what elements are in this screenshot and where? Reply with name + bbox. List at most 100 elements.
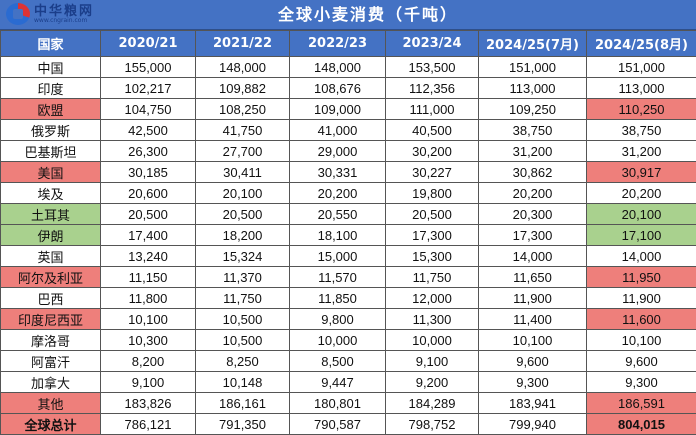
value-cell: 148,000 [196, 57, 290, 78]
header-row: 国家 2020/21 2021/22 2022/23 2023/24 2024/… [1, 31, 696, 57]
value-cell: 9,447 [290, 372, 386, 393]
value-cell: 186,161 [196, 393, 290, 414]
value-cell: 11,900 [587, 288, 696, 309]
value-cell: 20,100 [587, 204, 696, 225]
value-cell: 11,900 [479, 288, 587, 309]
value-cell: 10,000 [386, 330, 479, 351]
country-cell: 阿尔及利亚 [1, 267, 101, 288]
value-cell: 9,600 [587, 351, 696, 372]
country-cell: 美国 [1, 162, 101, 183]
value-cell: 30,331 [290, 162, 386, 183]
header-2020-21: 2020/21 [101, 31, 196, 57]
value-cell: 30,185 [101, 162, 196, 183]
value-cell: 11,950 [587, 267, 696, 288]
value-cell: 113,000 [587, 78, 696, 99]
value-cell: 104,750 [101, 99, 196, 120]
value-cell: 102,217 [101, 78, 196, 99]
value-cell: 10,300 [101, 330, 196, 351]
country-cell: 阿富汗 [1, 351, 101, 372]
value-cell: 11,370 [196, 267, 290, 288]
value-cell: 15,324 [196, 246, 290, 267]
value-cell: 10,500 [196, 309, 290, 330]
value-cell: 11,150 [101, 267, 196, 288]
value-cell: 11,650 [479, 267, 587, 288]
header-country: 国家 [1, 31, 101, 57]
country-cell: 英国 [1, 246, 101, 267]
country-cell: 土耳其 [1, 204, 101, 225]
country-cell: 巴西 [1, 288, 101, 309]
value-cell: 9,300 [587, 372, 696, 393]
value-cell: 15,000 [290, 246, 386, 267]
country-cell: 埃及 [1, 183, 101, 204]
value-cell: 31,200 [587, 141, 696, 162]
value-cell: 20,500 [386, 204, 479, 225]
value-cell: 10,100 [101, 309, 196, 330]
value-cell: 31,200 [479, 141, 587, 162]
value-cell: 153,500 [386, 57, 479, 78]
value-cell: 30,862 [479, 162, 587, 183]
country-cell: 伊朗 [1, 225, 101, 246]
value-cell: 109,882 [196, 78, 290, 99]
value-cell: 11,400 [479, 309, 587, 330]
country-cell: 巴基斯坦 [1, 141, 101, 162]
value-cell: 110,250 [587, 99, 696, 120]
country-cell: 其他 [1, 393, 101, 414]
header-2021-22: 2021/22 [196, 31, 290, 57]
header-2024-25-jul: 2024/25(7月) [479, 31, 587, 57]
value-cell: 17,300 [479, 225, 587, 246]
value-cell: 11,600 [587, 309, 696, 330]
value-cell: 113,000 [479, 78, 587, 99]
value-cell: 9,100 [386, 351, 479, 372]
country-cell: 印度尼西亚 [1, 309, 101, 330]
value-cell: 11,750 [196, 288, 290, 309]
value-cell: 109,250 [479, 99, 587, 120]
value-cell: 10,000 [290, 330, 386, 351]
value-cell: 9,800 [290, 309, 386, 330]
value-cell: 9,200 [386, 372, 479, 393]
value-cell: 10,148 [196, 372, 290, 393]
value-cell: 8,250 [196, 351, 290, 372]
country-cell: 印度 [1, 78, 101, 99]
value-cell: 20,500 [196, 204, 290, 225]
value-cell: 183,826 [101, 393, 196, 414]
value-cell: 30,227 [386, 162, 479, 183]
value-cell: 9,300 [479, 372, 587, 393]
wheat-consumption-table: 国家 2020/21 2021/22 2022/23 2023/24 2024/… [0, 30, 696, 435]
value-cell: 29,000 [290, 141, 386, 162]
value-cell: 30,200 [386, 141, 479, 162]
value-cell: 13,240 [101, 246, 196, 267]
value-cell: 186,591 [587, 393, 696, 414]
value-cell: 26,300 [101, 141, 196, 162]
value-cell: 38,750 [587, 120, 696, 141]
value-cell: 11,300 [386, 309, 479, 330]
value-cell: 17,300 [386, 225, 479, 246]
value-cell: 20,300 [479, 204, 587, 225]
value-cell: 108,250 [196, 99, 290, 120]
header-2022-23: 2022/23 [290, 31, 386, 57]
value-cell: 15,300 [386, 246, 479, 267]
value-cell: 41,000 [290, 120, 386, 141]
title-bar: 中华粮网 www.cngrain.com 全球小麦消费（千吨） [0, 0, 696, 30]
value-cell: 20,200 [587, 183, 696, 204]
value-cell: 14,000 [479, 246, 587, 267]
value-cell: 18,100 [290, 225, 386, 246]
value-cell: 790,587 [290, 414, 386, 435]
value-cell: 180,801 [290, 393, 386, 414]
value-cell: 799,940 [479, 414, 587, 435]
value-cell: 791,350 [196, 414, 290, 435]
value-cell: 155,000 [101, 57, 196, 78]
value-cell: 20,200 [479, 183, 587, 204]
country-cell: 中国 [1, 57, 101, 78]
